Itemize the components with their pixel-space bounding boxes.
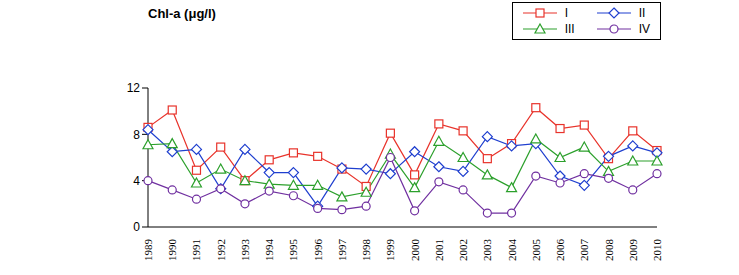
svg-text:2008: 2008: [603, 239, 615, 262]
svg-text:1997: 1997: [336, 239, 348, 262]
svg-text:12: 12: [127, 81, 141, 95]
svg-text:1994: 1994: [263, 239, 275, 262]
svg-text:2009: 2009: [627, 239, 639, 262]
svg-text:2003: 2003: [481, 239, 493, 262]
svg-text:1992: 1992: [215, 239, 227, 261]
svg-text:0: 0: [133, 220, 140, 234]
svg-text:2000: 2000: [409, 239, 421, 262]
svg-text:1993: 1993: [239, 239, 251, 261]
svg-text:2001: 2001: [433, 239, 445, 261]
svg-text:2006: 2006: [554, 239, 566, 262]
html-text:I: I: [564, 6, 568, 20]
svg-text:2010: 2010: [651, 239, 663, 262]
html-text:II: II: [638, 6, 646, 20]
svg-text:4: 4: [133, 174, 140, 188]
html-text:III: III: [564, 22, 575, 36]
svg-text:1999: 1999: [384, 239, 396, 262]
svg-text:8: 8: [133, 128, 140, 142]
svg-text:2004: 2004: [506, 238, 518, 261]
svg-text:1989: 1989: [142, 239, 154, 262]
svg-text:1998: 1998: [360, 239, 372, 262]
svg-text:1995: 1995: [287, 239, 299, 262]
html-text:Chl-a (μg/l): Chl-a (μg/l): [148, 6, 216, 21]
svg-text:2002: 2002: [457, 239, 469, 261]
svg-text:1996: 1996: [312, 239, 324, 262]
html-text:IV: IV: [638, 22, 650, 36]
svg-text:2007: 2007: [578, 239, 590, 262]
svg-text:1990: 1990: [166, 239, 178, 262]
svg-text:1991: 1991: [190, 239, 202, 261]
svg-text:2005: 2005: [530, 239, 542, 262]
